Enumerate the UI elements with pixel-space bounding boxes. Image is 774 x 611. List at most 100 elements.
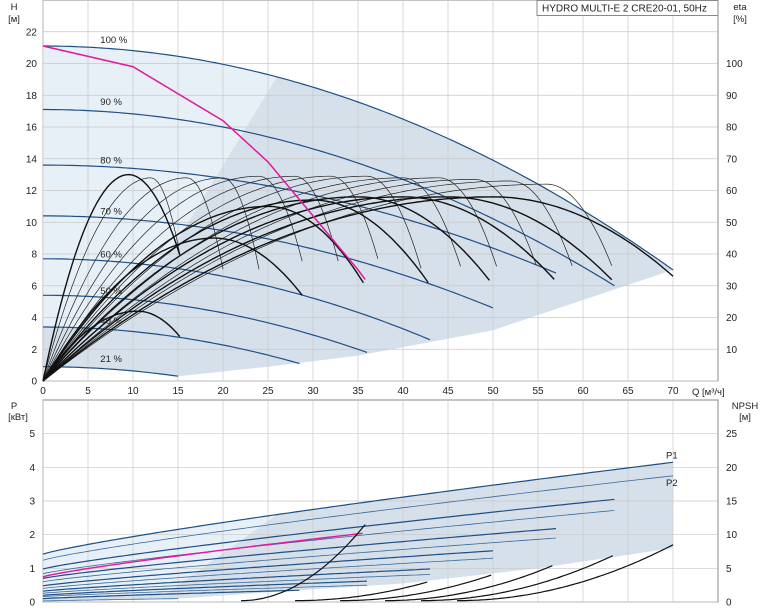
eta-curve — [42, 175, 339, 382]
x-tick-label: 55 — [532, 386, 544, 397]
power-series-label: P2 — [666, 478, 678, 489]
x-tick-label: 65 — [622, 386, 634, 397]
y-left-unit-power: [кВт] — [8, 412, 28, 423]
y-tick-label: 14 — [26, 154, 38, 165]
power-curve — [42, 510, 615, 575]
y2-tick-label: 80 — [726, 123, 738, 134]
y-tick-label: 12 — [26, 186, 38, 197]
power-curve — [42, 537, 557, 583]
x-tick-label: 25 — [262, 386, 274, 397]
y-tick-label: 0 — [31, 377, 37, 388]
eta-curve — [42, 179, 537, 382]
eta-curve-bold — [42, 205, 364, 382]
y-left-label-power: P — [11, 401, 17, 412]
speed-label: 70 % — [100, 206, 122, 217]
y2-tick-label: 60 — [726, 186, 738, 197]
eta-curve — [42, 177, 260, 382]
eta-curve-bold — [42, 196, 613, 382]
head-curve — [43, 45, 674, 271]
y2-tick-label: 10 — [726, 530, 738, 541]
x-tick-label: 30 — [307, 386, 319, 397]
power-curve — [42, 584, 368, 597]
x-tick-label: 20 — [217, 386, 229, 397]
speed-label: 80 % — [100, 156, 122, 167]
npsh-curve — [294, 581, 428, 602]
speed-label: 40 % — [100, 316, 122, 327]
npsh-curve — [339, 574, 492, 602]
y-tick-label: 22 — [26, 27, 38, 38]
power-curve — [42, 475, 674, 561]
speed-label: 100 % — [100, 35, 127, 46]
duty-power-magenta — [42, 532, 363, 578]
y2-tick-label: 10 — [726, 345, 738, 356]
envelope-light-region — [43, 46, 277, 327]
y-tick-label: 3 — [29, 497, 35, 508]
eta-curve — [42, 177, 497, 382]
y2-tick-label: 15 — [726, 497, 738, 508]
y-tick-label: 5 — [29, 429, 35, 440]
speed-label: 21 % — [100, 354, 122, 365]
head-curve — [43, 108, 615, 287]
x-tick-label: 45 — [442, 386, 454, 397]
y-tick-label: 4 — [31, 313, 37, 324]
y-right-unit-npsh: [м] — [739, 412, 751, 423]
eta-curve-bold — [42, 196, 674, 382]
y-left-unit-head: [м] — [8, 14, 20, 25]
eta-curve — [42, 177, 181, 382]
y-tick-label: 2 — [31, 345, 37, 356]
title-box-frame — [536, 0, 719, 16]
y-tick-label: 16 — [26, 123, 38, 134]
power-envelope-light — [43, 514, 277, 599]
y2-tick-label: 20 — [726, 313, 738, 324]
x-tick-label: 15 — [172, 386, 184, 397]
npsh-curve — [456, 544, 674, 602]
y2-tick-label: 90 — [726, 91, 738, 102]
head-curve — [43, 294, 368, 353]
y2-tick-label: 100 — [726, 59, 743, 70]
eta-curve — [42, 175, 379, 382]
x-tick-label: 0 — [40, 386, 46, 397]
npsh-curve — [420, 555, 613, 602]
y2-tick-label: 25 — [726, 429, 738, 440]
y-tick-label: 1 — [29, 564, 35, 575]
y-tick-label: 2 — [29, 530, 35, 541]
x-tick-label: 5 — [85, 386, 91, 397]
chart-title: HYDRO MULTI-E 2 CRE20-01, 50Hz — [542, 4, 707, 15]
head-curve — [43, 366, 179, 377]
eta-curve-bold — [42, 196, 555, 382]
y-left-label-head: H — [11, 2, 18, 13]
eta-curve-bold — [42, 199, 429, 382]
power-curve — [42, 598, 179, 602]
x-tick-label: 50 — [487, 386, 499, 397]
eta-curve-bold — [42, 173, 181, 382]
y2-tick-label: 0 — [726, 598, 732, 609]
power-curve — [42, 461, 674, 555]
eta-curve — [42, 177, 224, 382]
power-series-label: P1 — [666, 450, 678, 461]
y2-tick-label: 5 — [726, 564, 732, 575]
y2-tick-label: 30 — [726, 281, 738, 292]
y-tick-label: 6 — [31, 281, 37, 292]
y-tick-label: 10 — [26, 218, 38, 229]
npsh-curve — [384, 565, 553, 602]
power-curve — [42, 557, 494, 589]
y-right-label-eta: eta — [733, 2, 747, 13]
head-curve — [43, 164, 557, 274]
eta-curve — [42, 177, 461, 382]
y-tick-label: 4 — [29, 463, 35, 474]
power-curve — [42, 574, 431, 594]
y2-tick-label: 50 — [726, 218, 738, 229]
y-right-unit-eta: [%] — [733, 14, 747, 25]
y2-tick-label: 20 — [726, 463, 738, 474]
y2-tick-label: 40 — [726, 250, 738, 261]
speed-label: 50 % — [100, 286, 122, 297]
duty-curve-magenta — [42, 45, 366, 280]
x-tick-label: 70 — [667, 386, 679, 397]
y-tick-label: 8 — [31, 250, 37, 261]
power-curve — [42, 528, 557, 579]
y2-tick-label: 70 — [726, 154, 738, 165]
head-curve — [43, 215, 494, 309]
speed-label: 90 % — [100, 97, 122, 108]
x-tick-label: 60 — [577, 386, 589, 397]
